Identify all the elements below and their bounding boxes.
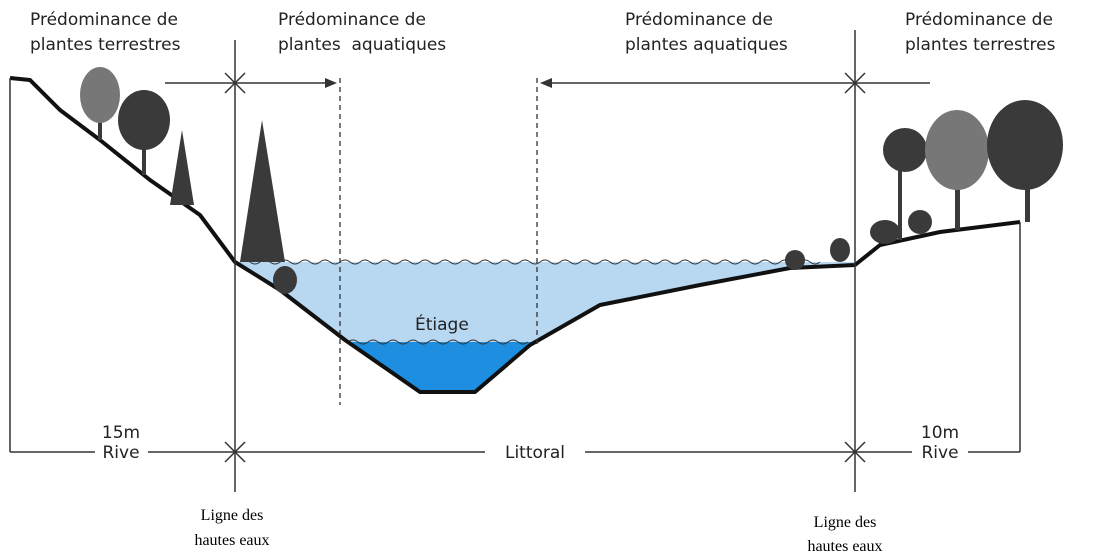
- high-water-label: Ligne des: [814, 514, 877, 531]
- littoral-label: Littoral: [505, 443, 565, 463]
- left-width: 15m: [102, 423, 140, 443]
- right-width: 10m: [921, 423, 959, 443]
- right-arrow-head: [540, 78, 552, 88]
- water-surface: [239, 259, 821, 265]
- zone-label: plantes aquatiques: [625, 35, 788, 55]
- zone-label: plantes aquatiques: [278, 35, 446, 55]
- zone-label: plantes terrestres: [905, 35, 1056, 55]
- right-rive: Rive: [921, 443, 958, 463]
- zone-label: plantes terrestres: [30, 35, 181, 55]
- left-rive: Rive: [102, 443, 139, 463]
- trees: [80, 67, 1063, 294]
- zone-label: Prédominance de: [905, 10, 1053, 30]
- zone-label: Prédominance de: [625, 10, 773, 30]
- etiage-label: Étiage: [415, 313, 469, 335]
- zone-label: Prédominance de: [278, 10, 426, 30]
- low-water: [345, 342, 532, 392]
- left-arrow-head: [325, 78, 337, 88]
- zone-label: Prédominance de: [30, 10, 178, 30]
- high-water-label: Ligne des: [201, 507, 264, 524]
- high-water-label: hautes eaux: [807, 538, 882, 555]
- high-water-label: hautes eaux: [194, 532, 269, 549]
- low-water-surface: [347, 339, 529, 345]
